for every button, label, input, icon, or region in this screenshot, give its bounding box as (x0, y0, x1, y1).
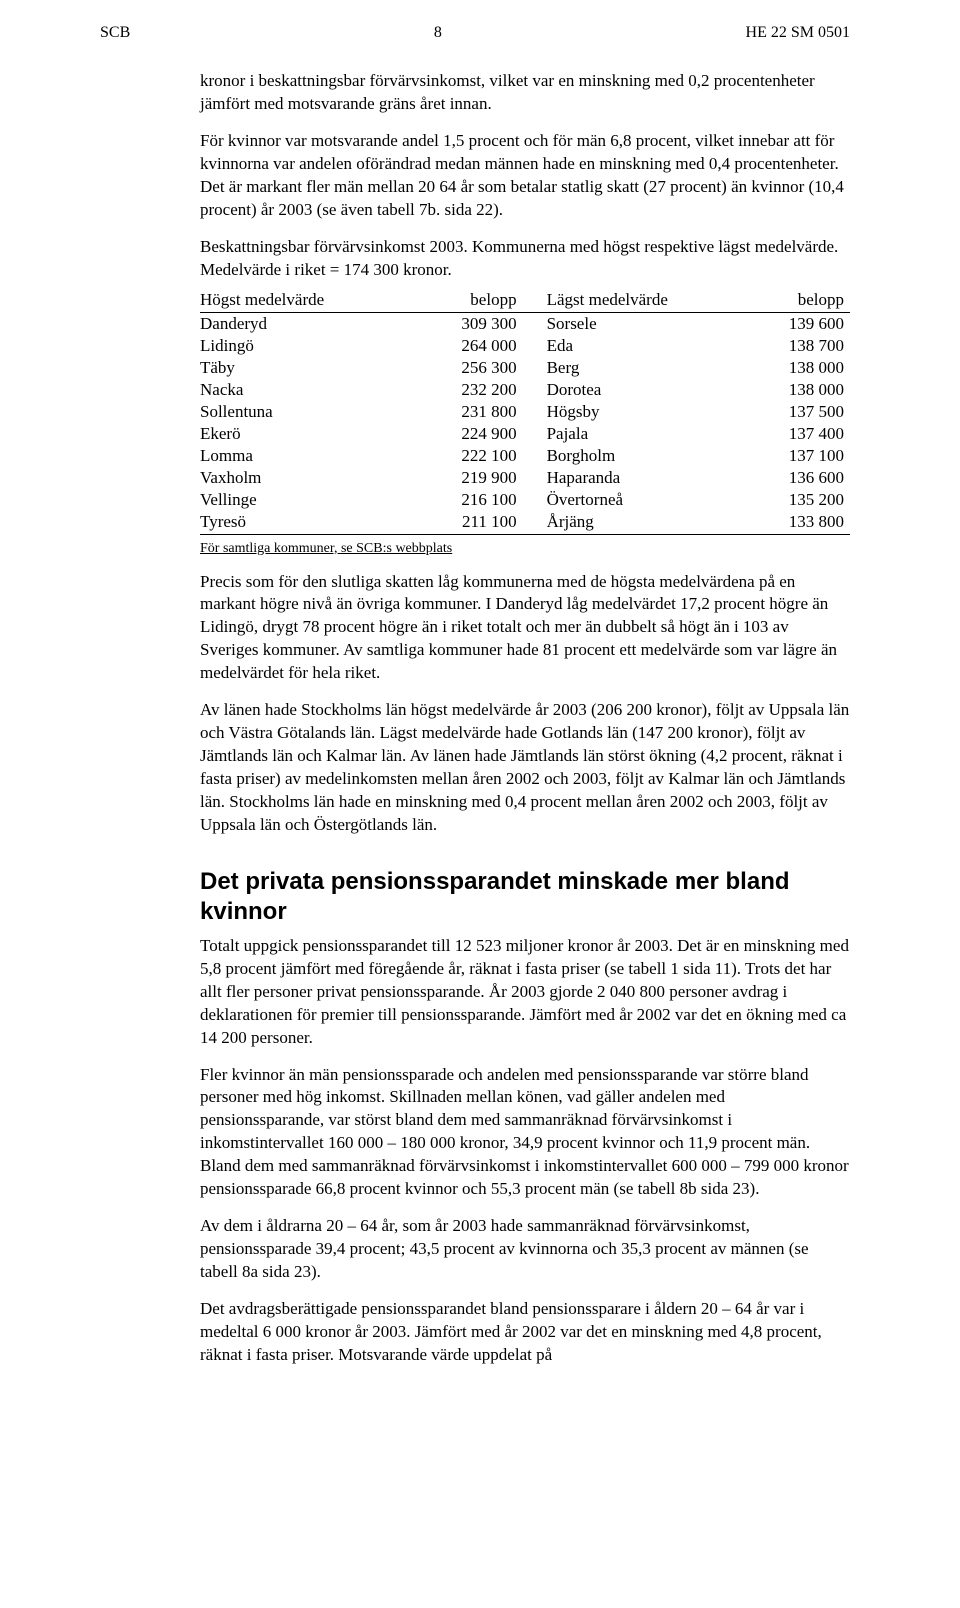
paragraph: Fler kvinnor än män pensionssparade och … (200, 1064, 850, 1202)
table-row: Nacka232 200Dorotea138 000 (200, 379, 850, 401)
cell-belopp-high: 256 300 (409, 357, 546, 379)
cell-kommun-low: Borgholm (547, 445, 752, 467)
cell-belopp-low: 135 200 (751, 489, 850, 511)
col-header: belopp (751, 288, 850, 313)
cell-kommun-low: Högsby (547, 401, 752, 423)
paragraph: Precis som för den slutliga skatten låg … (200, 571, 850, 686)
paragraph: För kvinnor var motsvarande andel 1,5 pr… (200, 130, 850, 222)
cell-belopp-high: 231 800 (409, 401, 546, 423)
cell-belopp-low: 137 500 (751, 401, 850, 423)
document-page: SCB 8 HE 22 SM 0501 kronor i beskattning… (0, 0, 960, 1441)
table-row: Ekerö224 900Pajala137 400 (200, 423, 850, 445)
cell-belopp-low: 139 600 (751, 312, 850, 335)
cell-belopp-low: 138 000 (751, 357, 850, 379)
paragraph: Av dem i åldrarna 20 – 64 år, som år 200… (200, 1215, 850, 1284)
cell-kommun-high: Lidingö (200, 335, 409, 357)
table-row: Vaxholm219 900Haparanda136 600 (200, 467, 850, 489)
cell-kommun-high: Vellinge (200, 489, 409, 511)
col-header: Lägst medelvärde (547, 288, 752, 313)
cell-belopp-high: 216 100 (409, 489, 546, 511)
medelvarde-table: Högst medelvärde belopp Lägst medelvärde… (200, 288, 850, 535)
cell-kommun-low: Årjäng (547, 511, 752, 535)
paragraph: kronor i beskattningsbar förvärvsinkomst… (200, 70, 850, 116)
cell-belopp-high: 222 100 (409, 445, 546, 467)
cell-kommun-high: Danderyd (200, 312, 409, 335)
table-row: Täby256 300Berg138 000 (200, 357, 850, 379)
cell-kommun-high: Lomma (200, 445, 409, 467)
col-header: Högst medelvärde (200, 288, 409, 313)
page-header: SCB 8 HE 22 SM 0501 (100, 24, 850, 42)
cell-kommun-high: Täby (200, 357, 409, 379)
cell-kommun-low: Haparanda (547, 467, 752, 489)
cell-belopp-low: 133 800 (751, 511, 850, 535)
cell-kommun-high: Vaxholm (200, 467, 409, 489)
cell-kommun-low: Berg (547, 357, 752, 379)
table-row: Tyresö211 100Årjäng133 800 (200, 511, 850, 535)
cell-belopp-low: 137 100 (751, 445, 850, 467)
cell-kommun-high: Tyresö (200, 511, 409, 535)
table-body: Danderyd309 300Sorsele139 600Lidingö264 … (200, 312, 850, 534)
paragraph: Av länen hade Stockholms län högst medel… (200, 699, 850, 837)
header-doc-id: HE 22 SM 0501 (746, 24, 850, 42)
paragraph: Det avdragsberättigade pensionssparandet… (200, 1298, 850, 1367)
cell-belopp-high: 232 200 (409, 379, 546, 401)
section-heading: Det privata pensionssparandet minskade m… (200, 867, 850, 927)
cell-kommun-low: Pajala (547, 423, 752, 445)
cell-belopp-high: 211 100 (409, 511, 546, 535)
cell-kommun-low: Sorsele (547, 312, 752, 335)
cell-kommun-high: Sollentuna (200, 401, 409, 423)
cell-belopp-high: 224 900 (409, 423, 546, 445)
cell-belopp-high: 309 300 (409, 312, 546, 335)
table-row: Sollentuna231 800Högsby137 500 (200, 401, 850, 423)
cell-kommun-high: Ekerö (200, 423, 409, 445)
header-page-number: 8 (434, 24, 442, 42)
paragraph: Totalt uppgick pensionssparandet till 12… (200, 935, 850, 1050)
table-row: Vellinge216 100Övertorneå135 200 (200, 489, 850, 511)
cell-belopp-low: 136 600 (751, 467, 850, 489)
cell-kommun-low: Eda (547, 335, 752, 357)
cell-belopp-low: 137 400 (751, 423, 850, 445)
cell-belopp-high: 219 900 (409, 467, 546, 489)
table-header-row: Högst medelvärde belopp Lägst medelvärde… (200, 288, 850, 313)
cell-belopp-high: 264 000 (409, 335, 546, 357)
cell-kommun-low: Övertorneå (547, 489, 752, 511)
table-row: Lidingö264 000Eda138 700 (200, 335, 850, 357)
table-footnote-link[interactable]: För samtliga kommuner, se SCB:s webbplat… (200, 541, 452, 557)
table-row: Danderyd309 300Sorsele139 600 (200, 312, 850, 335)
cell-kommun-low: Dorotea (547, 379, 752, 401)
table-caption: Beskattningsbar förvärvsinkomst 2003. Ko… (200, 236, 850, 282)
cell-belopp-low: 138 700 (751, 335, 850, 357)
col-header: belopp (409, 288, 546, 313)
table-row: Lomma222 100Borgholm137 100 (200, 445, 850, 467)
cell-kommun-high: Nacka (200, 379, 409, 401)
header-left: SCB (100, 24, 130, 42)
cell-belopp-low: 138 000 (751, 379, 850, 401)
